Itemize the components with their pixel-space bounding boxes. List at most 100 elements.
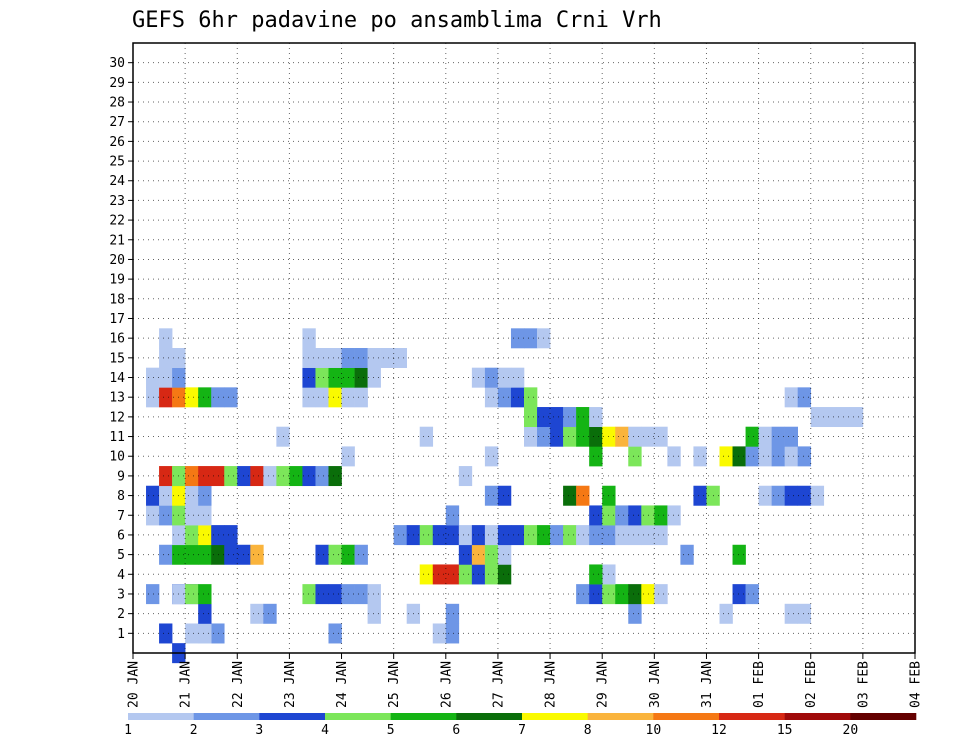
y-tick-label: 30 <box>109 56 125 71</box>
precip-cell <box>328 623 342 644</box>
precip-cell <box>654 426 668 447</box>
colorbar-swatch <box>719 713 785 720</box>
precip-cell <box>628 603 642 624</box>
precip-cell <box>576 485 590 506</box>
x-tick-label: 31 JAN <box>700 661 715 708</box>
precip-cell <box>510 387 525 408</box>
precip-cell <box>693 485 707 506</box>
precip-cell <box>146 485 160 506</box>
precip-cell <box>354 544 368 565</box>
precip-cell <box>524 387 538 408</box>
precip-cell <box>198 387 212 408</box>
precip-cell <box>224 387 238 408</box>
precip-cell <box>510 367 525 388</box>
precip-cell <box>784 387 798 408</box>
colorbar-swatch <box>850 713 917 720</box>
precip-cell <box>510 525 525 546</box>
precip-cell <box>224 525 238 546</box>
y-tick-label: 22 <box>109 214 125 229</box>
precip-cell <box>628 446 642 467</box>
y-tick-label: 14 <box>109 371 125 386</box>
y-tick-label: 4 <box>117 568 125 583</box>
precip-cell <box>380 348 394 368</box>
precip-cell <box>185 505 199 526</box>
x-tick-label: 27 JAN <box>491 661 506 708</box>
precip-cell <box>445 603 460 624</box>
y-tick-label: 6 <box>117 528 125 543</box>
colorbar-swatch <box>653 713 720 720</box>
y-tick-label: 9 <box>117 469 125 484</box>
precip-cell <box>198 544 212 565</box>
precip-cell <box>185 544 199 565</box>
precip-cell <box>510 328 525 349</box>
x-tick-label: 29 JAN <box>596 661 611 708</box>
precip-cell <box>654 584 668 605</box>
precip-cell <box>615 426 629 447</box>
colorbar-label: 1 <box>124 723 132 738</box>
precip-cell <box>497 525 512 546</box>
precip-cell <box>550 407 564 428</box>
precip-cell <box>198 525 212 546</box>
precip-cell <box>328 544 342 565</box>
precip-cell <box>211 387 225 408</box>
y-tick-label: 1 <box>117 627 125 642</box>
precip-cell <box>797 485 812 506</box>
y-tick-label: 11 <box>109 430 125 445</box>
precip-cell <box>211 544 225 565</box>
precip-cell <box>458 525 473 546</box>
precip-cell <box>497 485 512 506</box>
y-tick-label: 23 <box>109 194 125 209</box>
precip-cell <box>732 584 746 605</box>
precip-cell <box>328 466 342 487</box>
precip-cell <box>198 505 212 526</box>
y-tick-label: 20 <box>109 253 125 268</box>
precip-cell <box>732 446 746 467</box>
precip-cell <box>146 367 160 388</box>
precip-cell <box>328 387 342 408</box>
precip-cell <box>680 544 694 565</box>
x-tick-label: 21 JAN <box>179 661 194 708</box>
precip-cell <box>849 407 864 428</box>
precip-cell <box>628 426 642 447</box>
colorbar-swatch <box>522 713 588 720</box>
y-tick-label: 21 <box>109 233 125 248</box>
precip-cell <box>563 407 577 428</box>
x-tick-label: 23 JAN <box>283 661 298 708</box>
precip-cell <box>367 603 381 624</box>
colorbar-label: 7 <box>518 723 526 738</box>
x-tick-label: 22 JAN <box>231 661 246 708</box>
precip-cell <box>628 525 642 546</box>
precip-cell <box>497 544 512 565</box>
precip-cell <box>328 367 342 388</box>
precip-cell <box>185 387 199 408</box>
precip-cell <box>589 564 603 585</box>
colorbar-label: 6 <box>452 723 460 738</box>
precip-cell <box>654 505 668 526</box>
precip-cell <box>823 407 838 428</box>
chart-title: GEFS 6hr padavine po ansamblima Crni Vrh <box>132 8 662 33</box>
precip-cell <box>758 446 772 467</box>
precip-cell <box>589 505 603 526</box>
x-tick-label: 01 FEB <box>752 661 767 708</box>
colorbar-label: 10 <box>646 723 662 738</box>
y-tick-label: 7 <box>117 509 125 524</box>
precip-cell <box>185 525 199 546</box>
precip-cell <box>159 348 173 368</box>
precip-cell <box>159 328 173 349</box>
precip-cell <box>484 367 499 388</box>
precip-cell <box>263 466 277 487</box>
precip-cell <box>589 584 603 605</box>
plot-frame <box>132 42 916 654</box>
y-tick-label: 29 <box>109 76 125 91</box>
y-tick-label: 18 <box>109 292 125 307</box>
precip-cell <box>315 584 329 605</box>
precip-cell <box>250 603 264 624</box>
colorbar-swatch <box>128 713 194 720</box>
y-tick-label: 28 <box>109 96 125 111</box>
precip-cell <box>524 407 538 428</box>
precip-cell <box>784 426 798 447</box>
precip-cell <box>354 387 368 408</box>
precip-cell <box>484 544 499 565</box>
precip-cell <box>719 603 733 624</box>
precip-cell <box>354 584 368 605</box>
